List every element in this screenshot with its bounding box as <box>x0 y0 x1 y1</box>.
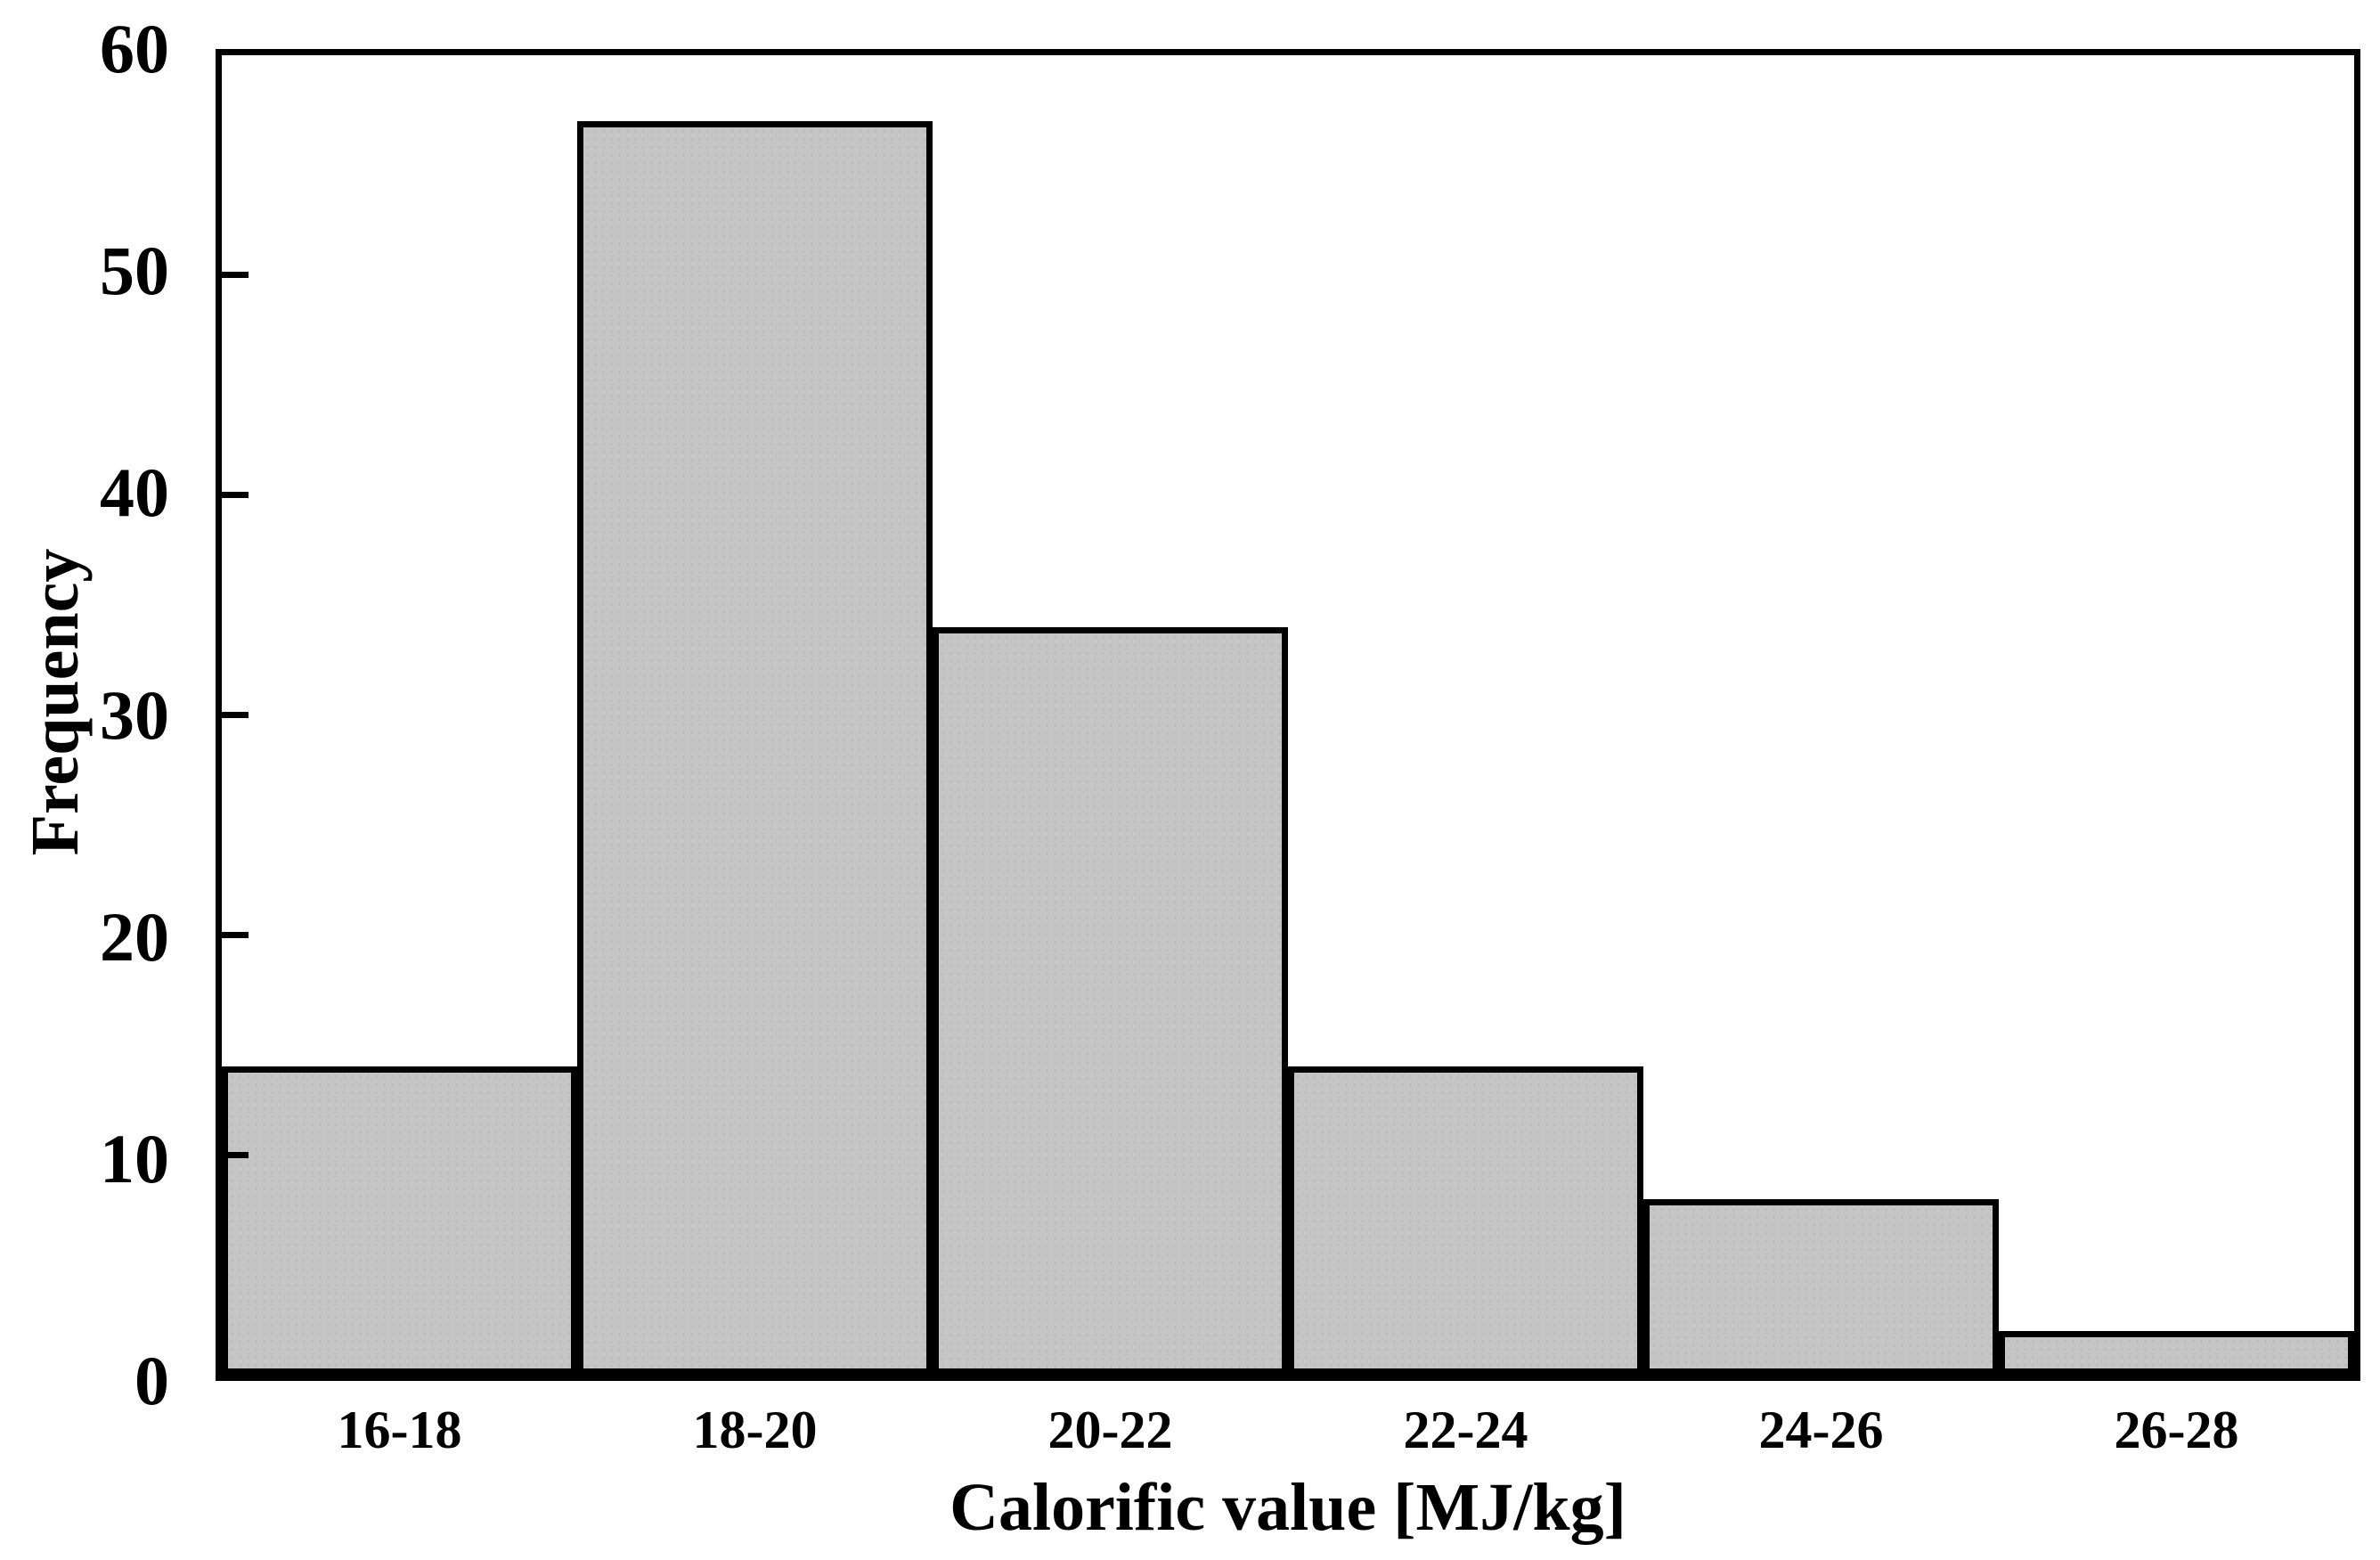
x-tick-label-22-24: 22-24 <box>1403 1401 1528 1459</box>
x-tick-label-16-18: 16-18 <box>337 1401 462 1459</box>
y-tick-mark-30 <box>222 712 249 718</box>
y-tick-label-0: 0 <box>134 1342 169 1419</box>
x-tick-label-20-22: 20-22 <box>1047 1401 1173 1459</box>
histogram-bar-16-18 <box>222 1066 577 1375</box>
x-tick-label-18-20: 18-20 <box>692 1401 818 1459</box>
histogram-bar-22-24 <box>1288 1066 1643 1375</box>
plot-area <box>216 49 2360 1381</box>
x-tick-label-26-28: 26-28 <box>2114 1401 2239 1459</box>
y-ticks-layer <box>222 55 2354 1375</box>
y-tick-label-10: 10 <box>100 1119 169 1197</box>
histogram-bar-26-28 <box>1999 1330 2354 1375</box>
y-tick-label-20: 20 <box>100 897 169 976</box>
y-tick-label-40: 40 <box>100 453 169 532</box>
y-tick-mark-10 <box>222 1151 249 1158</box>
y-tick-mark-20 <box>222 931 249 938</box>
histogram-bar-20-22 <box>933 626 1288 1375</box>
histogram-bar-24-26 <box>1643 1198 1999 1375</box>
y-tick-label-60: 60 <box>100 10 169 87</box>
y-tick-label-30: 30 <box>100 675 169 754</box>
y-tick-mark-40 <box>222 492 249 499</box>
histogram-bar-18-20 <box>577 121 933 1375</box>
y-tick-mark-50 <box>222 272 249 279</box>
x-tick-label-24-26: 24-26 <box>1758 1401 1884 1459</box>
bars-layer <box>222 55 2354 1375</box>
y-tick-label-50: 50 <box>100 232 169 310</box>
x-axis-title: Calorific value [MJ/kg] <box>950 1470 1626 1545</box>
